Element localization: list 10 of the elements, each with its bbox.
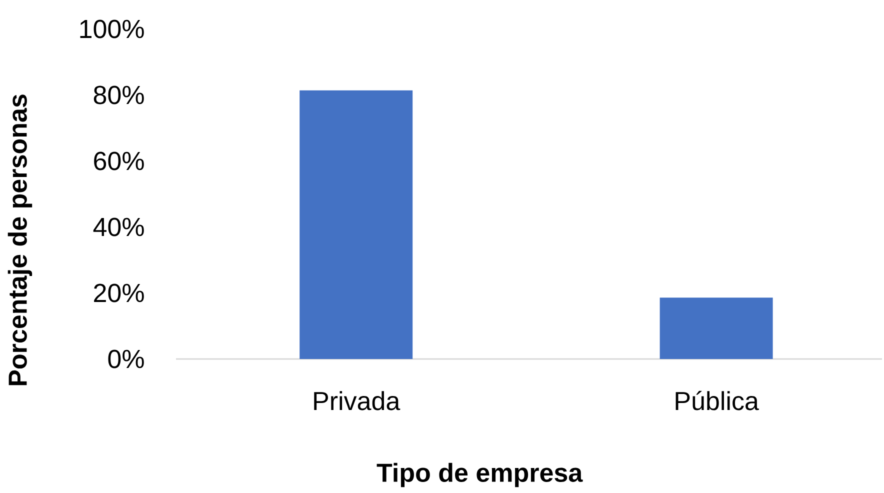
y-tick-label: 0% xyxy=(108,350,144,368)
y-tick-label: 100% xyxy=(80,20,144,38)
x-axis-title: Tipo de empresa xyxy=(376,462,583,488)
y-tick-label: 80% xyxy=(94,86,144,104)
x-tick-label: Pública xyxy=(676,390,759,410)
y-tick-label: 20% xyxy=(94,284,144,302)
y-axis-title: Porcentaje de personas xyxy=(8,94,32,386)
y-tick-label: 60% xyxy=(94,152,144,170)
y-tick-label: 40% xyxy=(93,218,144,236)
x-tick-label: Privada xyxy=(314,391,400,410)
